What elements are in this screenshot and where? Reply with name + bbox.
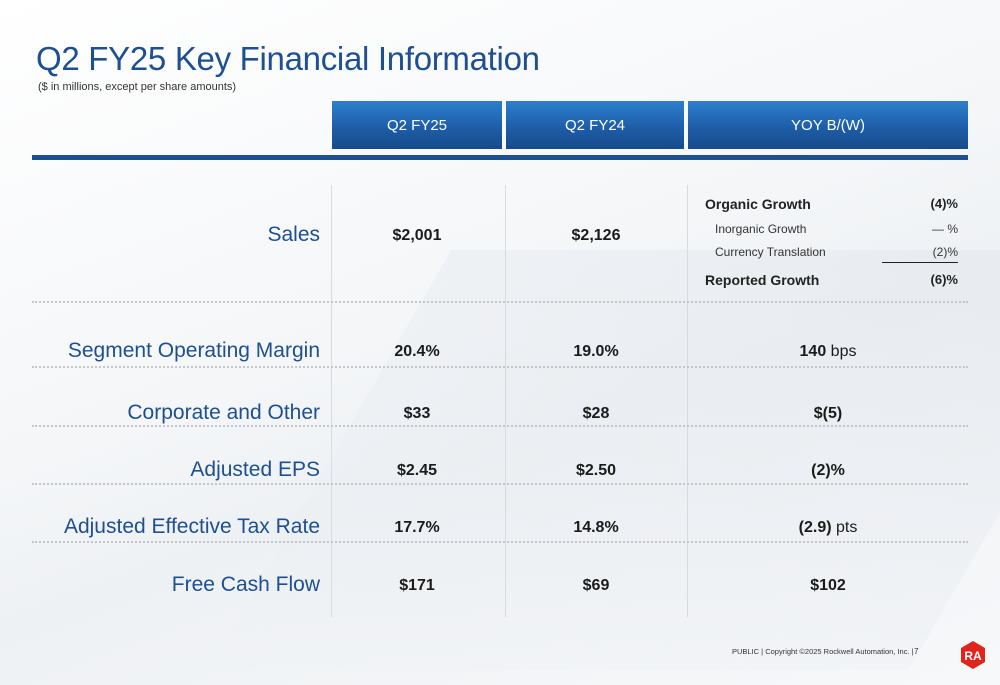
page-title: Q2 FY25 Key Financial Information <box>36 40 540 77</box>
subtotal-underline <box>882 262 958 263</box>
column-header-q2fy24: Q2 FY24 <box>506 101 684 149</box>
organic-growth-row: Organic Growth (4)% <box>705 196 958 212</box>
reported-growth-label: Reported Growth <box>705 272 820 288</box>
row-label-adjusted-effective-tax-rate: Adjusted Effective Tax Rate <box>63 515 320 538</box>
eps-yoy-value: (2)% <box>811 462 845 479</box>
segment-margin-q2fy25: 20.4% <box>394 343 440 360</box>
inorganic-growth-value: — % <box>931 222 958 236</box>
fcf-q2fy24: $69 <box>582 577 610 594</box>
organic-growth-label: Organic Growth <box>705 196 811 212</box>
corporate-q2fy24: $28 <box>582 405 610 422</box>
corporate-q2fy25: $33 <box>403 405 431 422</box>
reported-growth-value: (6)% <box>930 272 958 287</box>
tax-rate-yoy: (2.9) pts <box>688 519 968 537</box>
segment-margin-q2fy24: 19.0% <box>573 343 619 360</box>
row-separator <box>32 301 968 303</box>
row-separator <box>32 366 968 368</box>
currency-translation-label: Currency Translation <box>715 245 826 259</box>
header-rule <box>32 155 968 160</box>
corporate-yoy-value: $(5) <box>813 405 843 422</box>
column-header-yoy: YOY B/(W) <box>688 101 968 149</box>
organic-growth-value: (4)% <box>930 196 958 211</box>
sales-q2fy24: $2,126 <box>571 227 621 244</box>
column-header-q2fy25: Q2 FY25 <box>332 101 502 149</box>
eps-q2fy24: $2.50 <box>575 462 617 479</box>
inorganic-growth-row: Inorganic Growth — % <box>705 222 958 236</box>
corporate-yoy: $(5) <box>688 405 968 423</box>
tax-rate-yoy-unit: pts <box>831 519 858 536</box>
page-number: 7 <box>914 647 919 656</box>
row-separator <box>32 483 968 485</box>
segment-margin-yoy-unit: bps <box>826 343 857 360</box>
eps-yoy: (2)% <box>688 462 968 480</box>
fcf-q2fy25: $171 <box>399 577 435 594</box>
column-divider <box>687 185 688 617</box>
row-separator <box>32 541 968 543</box>
sales-q2fy25: $2,001 <box>392 227 442 244</box>
fcf-yoy: $102 <box>688 577 968 595</box>
currency-translation-value: (2)% <box>932 245 958 259</box>
column-divider <box>505 185 506 617</box>
eps-q2fy25: $2.45 <box>396 462 438 479</box>
column-divider <box>331 185 332 617</box>
row-label-free-cash-flow: Free Cash Flow <box>171 573 320 596</box>
page-subtitle: ($ in millions, except per share amounts… <box>38 81 237 93</box>
segment-margin-yoy: 140 bps <box>688 343 968 361</box>
rockwell-logo-icon: RA <box>961 641 985 669</box>
reported-growth-row: Reported Growth (6)% <box>705 272 958 288</box>
footer-copyright: PUBLIC | Copyright ©2025 Rockwell Automa… <box>732 647 914 656</box>
currency-translation-row: Currency Translation (2)% <box>705 245 958 259</box>
tax-rate-q2fy25: 17.7% <box>394 519 440 536</box>
row-label-corporate-and-other: Corporate and Other <box>127 401 320 424</box>
background-shape <box>208 250 1000 670</box>
row-separator <box>32 425 968 427</box>
tax-rate-q2fy24: 14.8% <box>573 519 619 536</box>
svg-text:RA: RA <box>964 649 982 663</box>
inorganic-growth-label: Inorganic Growth <box>715 222 807 236</box>
row-label-adjusted-eps: Adjusted EPS <box>190 458 320 481</box>
fcf-yoy-value: $102 <box>810 577 846 594</box>
segment-margin-yoy-value: 140 <box>799 343 827 360</box>
tax-rate-yoy-value: (2.9) <box>798 519 832 536</box>
row-label-sales: Sales <box>267 223 320 246</box>
row-label-segment-operating-margin: Segment Operating Margin <box>67 339 320 362</box>
